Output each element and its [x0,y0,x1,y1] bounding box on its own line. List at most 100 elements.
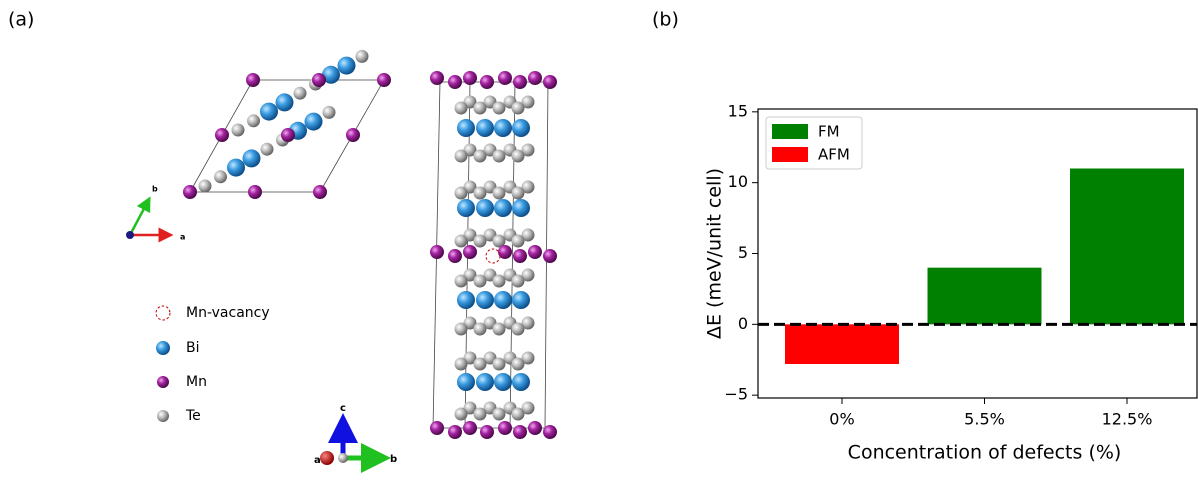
atom [513,75,527,89]
atom [493,187,506,200]
atom [457,373,475,391]
atom [480,75,494,89]
atom [512,291,530,309]
atom [512,323,525,336]
atom [356,50,369,63]
legend-label: FM [818,123,840,141]
atom [247,114,260,127]
atom [512,119,530,137]
atom [543,75,557,89]
axis-arrow [130,203,147,235]
atom [455,235,468,248]
atom [455,408,468,421]
atom [474,235,487,248]
atom [463,421,477,435]
axis-origin [338,453,348,463]
atom [227,159,245,177]
atom [512,275,525,288]
atom [498,71,512,85]
atom [493,358,506,371]
atom [512,199,530,217]
atom [493,408,506,421]
legend-label: AFM [818,146,850,164]
axis-name: a [180,233,185,242]
atom [430,245,444,259]
legend-symbol [156,306,170,320]
atom [474,408,487,421]
atom [480,425,494,439]
atom [214,170,227,183]
panel-label: (b) [652,9,679,31]
legend-text: Bi [186,340,200,356]
vacancy [486,249,500,263]
atom [528,71,542,85]
atom [474,150,487,163]
axis-name: a [314,455,321,466]
atom [494,373,512,391]
atom [513,249,527,263]
atom [455,323,468,336]
atom [476,291,494,309]
atom [474,275,487,288]
atom [494,199,512,217]
atom [455,358,468,371]
atom [493,102,506,115]
x-tick-label: 0% [829,410,854,429]
figure: (a) (b) a b c a b Mn-vacancy Bi Mn Te −5… [0,0,1198,494]
atom [276,93,294,111]
atom [246,73,260,87]
atom [377,73,391,87]
atom [528,245,542,259]
atom [528,421,542,435]
atom [261,143,274,156]
axis-origin [320,451,334,465]
atom [543,249,557,263]
legend-symbol [157,376,169,388]
structure-legend: Mn-vacancy Bi Mn Te [156,305,270,424]
atom [305,113,323,131]
atom [199,180,212,193]
atom [430,421,444,435]
legend-text: Mn [186,374,207,390]
atom [543,425,557,439]
atom [476,119,494,137]
axis-name: c [340,403,346,414]
atom [493,275,506,288]
atom [183,185,197,199]
atom [448,75,462,89]
atom [493,323,506,336]
atom [455,150,468,163]
crystal-structure [183,50,557,439]
y-tick-label: 0 [738,314,748,333]
legend-swatch [772,147,808,162]
atom [457,119,475,137]
axis-glyph: a b c a b [126,185,397,467]
atom [215,128,229,142]
atom [512,235,525,248]
atom [463,245,477,259]
atom [476,199,494,217]
atom [243,149,261,167]
atom [476,373,494,391]
y-tick-label: 15 [728,101,748,120]
atom [512,150,525,163]
atom [294,87,307,100]
atom [346,128,360,142]
atom [494,119,512,137]
atom [457,199,475,217]
bar [928,268,1042,325]
atom [512,358,525,371]
x-tick-label: 12.5% [1102,410,1153,429]
axis-name: b [152,185,158,194]
x-axis-label: Concentration of defects (%) [848,442,1122,464]
atom [512,408,525,421]
atom [323,106,336,119]
atom [455,275,468,288]
legend-swatch [772,124,808,139]
y-tick-label: 10 [728,172,748,191]
atom [513,425,527,439]
atom [281,128,295,142]
bar [1070,169,1184,325]
legend-text: Te [185,408,201,424]
atom [312,73,326,87]
